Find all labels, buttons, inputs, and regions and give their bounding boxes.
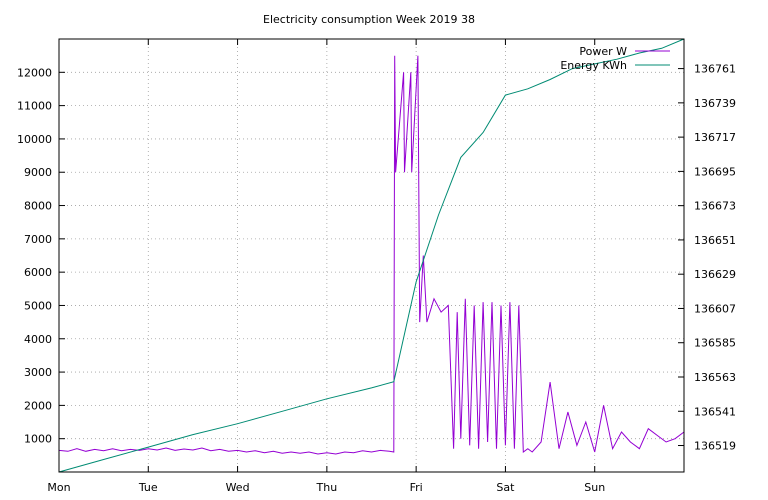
x-tick-label: Thu <box>316 481 338 494</box>
y-right-tick-label: 136519 <box>694 440 736 453</box>
y-left-tick-label: 9000 <box>24 166 52 179</box>
y-right-tick-label: 136563 <box>694 371 736 384</box>
x-tick-label: Sun <box>584 481 605 494</box>
y-right-tick-label: 136761 <box>694 63 736 76</box>
grid-lines <box>59 39 684 472</box>
x-tick-label: Tue <box>138 481 158 494</box>
y-right-tick-label: 136607 <box>694 302 736 315</box>
y-left-tick-label: 6000 <box>24 266 52 279</box>
x-tick-label: Mon <box>47 481 70 494</box>
legend-label: Energy KWh <box>560 59 627 72</box>
y-left-tick-label: 8000 <box>24 200 52 213</box>
y-right-tick-label: 136629 <box>694 268 736 281</box>
y-left-tick-label: 11000 <box>17 100 52 113</box>
series-layer <box>58 38 685 473</box>
y-left-tick-label: 12000 <box>17 66 52 79</box>
y-left-tick-label: 1000 <box>24 433 52 446</box>
x-tick-label: Sat <box>496 481 515 494</box>
power-series-line <box>58 55 685 455</box>
y-right-tick-label: 136651 <box>694 234 736 247</box>
legend-label: Power W <box>579 45 627 58</box>
y-left-tick-label: 10000 <box>17 133 52 146</box>
y-right-tick-label: 136673 <box>694 200 736 213</box>
y-right-tick-label: 136585 <box>694 337 736 350</box>
x-tick-label: Wed <box>226 481 250 494</box>
chart-title: Electricity consumption Week 2019 38 <box>263 13 475 26</box>
y-right-tick-label: 136739 <box>694 97 736 110</box>
y-left-tick-label: 3000 <box>24 366 52 379</box>
x-tick-label: Fri <box>410 481 423 494</box>
y-left-tick-label: 7000 <box>24 233 52 246</box>
y-right-tick-label: 136717 <box>694 131 736 144</box>
y-left-tick-label: 2000 <box>24 399 52 412</box>
y-right-tick-label: 136541 <box>694 405 736 418</box>
plot-frame <box>58 38 685 473</box>
y-right-tick-label: 136695 <box>694 165 736 178</box>
y-left-tick-label: 4000 <box>24 333 52 346</box>
energy-series-line <box>58 38 685 473</box>
y-left-tick-label: 5000 <box>24 299 52 312</box>
axis-ticks: Mon Tue Wed Thu Fri Sat Sun 1000 2000 3000 4000 500… <box>17 39 736 494</box>
